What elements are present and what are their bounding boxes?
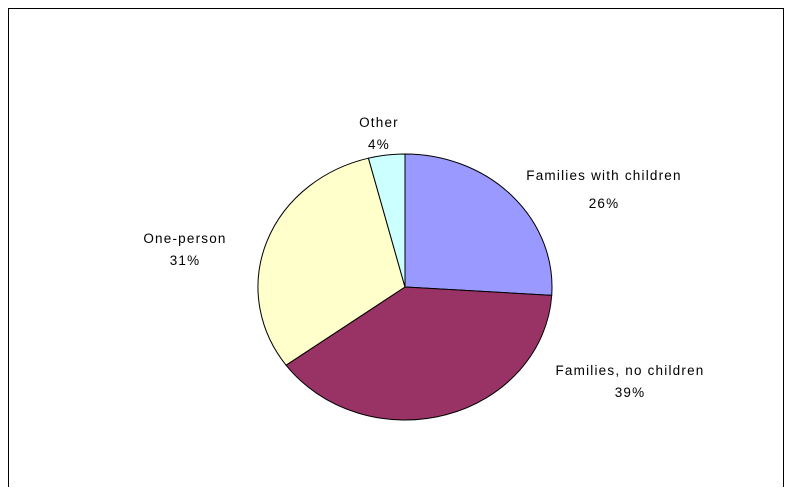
- pie-slice-one-person: [257, 157, 406, 366]
- pie-slice-other: [367, 153, 406, 288]
- slice-percent-label: 39%: [615, 385, 646, 400]
- slice-category-label: Families, no children: [555, 363, 704, 378]
- slice-category-label: Other: [359, 115, 399, 130]
- pie-slices: [257, 153, 553, 421]
- pie-slice-families-with-children: [404, 153, 553, 296]
- slice-category-label: Families with children: [526, 168, 681, 183]
- slice-percent-label: 31%: [170, 253, 201, 268]
- pie-labels: Families with children 26% Families, no ch…: [143, 115, 704, 400]
- chart-area: Families with children 26% Families, no ch…: [8, 8, 784, 487]
- slice-percent-label: 4%: [368, 137, 390, 152]
- pie-chart: Families with children 26% Families, no ch…: [143, 115, 704, 421]
- slice-category-label: One-person: [143, 231, 226, 246]
- pie-slice-families-no-children: [285, 286, 553, 421]
- slice-percent-label: 26%: [589, 196, 620, 211]
